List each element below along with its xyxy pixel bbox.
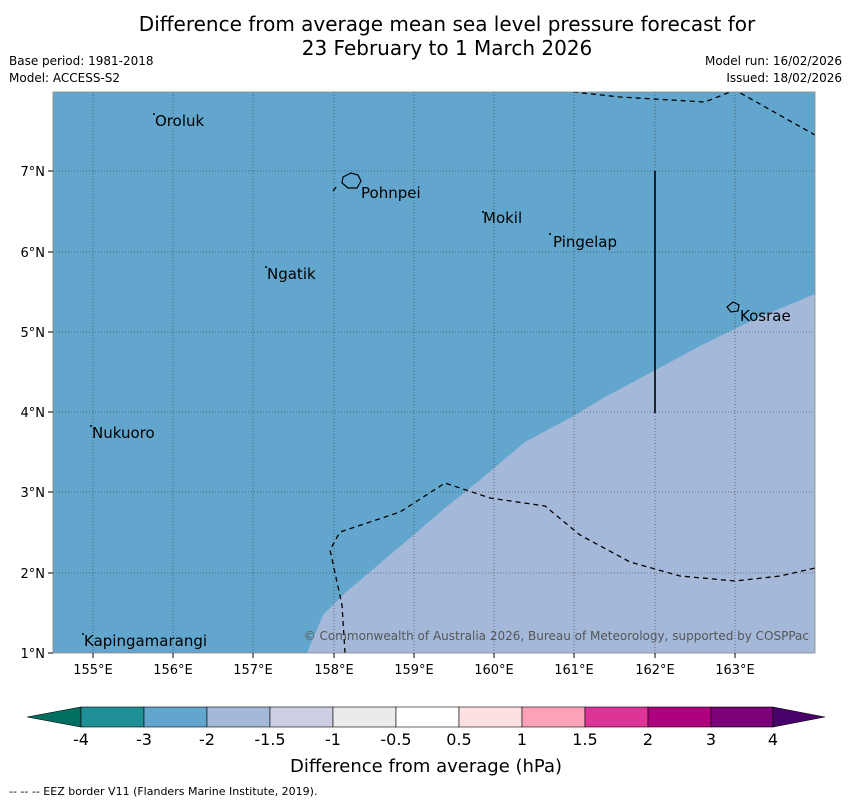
cb-tick-10: 3: [706, 730, 716, 749]
atoll-markers: [82, 113, 551, 635]
lat-tick-7: 7°N: [21, 165, 46, 180]
model-run: Model run: 16/02/2026: [704, 54, 842, 68]
lon-tick-155: 155°E: [73, 663, 113, 678]
copyright-credit: © Commonwealth of Australia 2026, Bureau…: [304, 629, 809, 643]
lon-tick-162: 162°E: [635, 663, 675, 678]
colorbar-segment-4: [269, 706, 334, 728]
anomaly-fill-minus2: [307, 294, 815, 653]
lon-tick-161: 161°E: [554, 663, 594, 678]
colorbar-arrow-high: [772, 706, 826, 728]
lon-tick-159: 159°E: [394, 663, 434, 678]
cb-tick-0: -4: [73, 730, 89, 749]
cb-tick-3: -1.5: [254, 730, 285, 749]
place-pingelap: Pingelap: [553, 233, 617, 251]
lat-tick-5: 5°N: [21, 326, 46, 341]
place-mokil: Mokil: [483, 209, 522, 227]
cb-tick-4: -1: [325, 730, 341, 749]
colorbar: [26, 706, 826, 728]
issued-date: Issued: 18/02/2026: [726, 71, 842, 85]
colorbar-segment-6: [395, 706, 460, 728]
place-pohnpei: Pohnpei: [361, 184, 421, 202]
map-frame: [52, 91, 816, 654]
place-oroluk: Oroluk: [155, 112, 204, 130]
place-kapingamarangi: Kapingamarangi: [84, 632, 207, 650]
lat-tick-marks: [48, 170, 53, 654]
eez-border-north: [572, 92, 815, 136]
place-kosrae: Kosrae: [740, 307, 791, 325]
cb-tick-9: 2: [643, 730, 653, 749]
colorbar-segment-9: [584, 706, 649, 728]
lat-tick-1: 1°N: [21, 647, 46, 662]
colorbar-tick-labels: -4 -3 -2 -1.5 -1 -0.5 0.5 1 1.5 2 3 4: [73, 730, 778, 749]
colorbar-arrow-low: [26, 706, 82, 728]
eez-border-pohnpei: [332, 185, 338, 192]
lon-tick-labels: 155°E 156°E 157°E 158°E 159°E 160°E 161°…: [73, 663, 755, 678]
colorbar-segment-1: [80, 706, 145, 728]
colorbar-segment-10: [647, 706, 712, 728]
place-ngatik: Ngatik: [267, 265, 316, 283]
meta-left: Base period: 1981-2018 Model: ACCESS-S2: [9, 53, 154, 87]
colorbar-segment-2: [143, 706, 208, 728]
lon-tick-163: 163°E: [715, 663, 755, 678]
eez-footer-note: -- -- -- EEZ border V11 (Flanders Marine…: [9, 785, 318, 798]
colorbar-segment-5: [332, 706, 397, 728]
cb-tick-2: -2: [199, 730, 215, 749]
lon-tick-160: 160°E: [474, 663, 514, 678]
base-period: Base period: 1981-2018: [9, 54, 154, 68]
lat-gridlines: [53, 170, 815, 574]
lon-tick-marks: [92, 653, 736, 658]
colorbar-label: Difference from average (hPa): [290, 756, 562, 777]
lon-tick-156: 156°E: [153, 663, 193, 678]
pohnpei-island: [341, 172, 362, 189]
cb-tick-7: 1: [517, 730, 527, 749]
title-line-1: Difference from average mean sea level p…: [138, 12, 756, 36]
eez-borders: [329, 92, 815, 653]
colorbar-segment-11: [710, 706, 774, 728]
lon-tick-157: 157°E: [233, 663, 273, 678]
model-name: Model: ACCESS-S2: [9, 71, 121, 85]
lat-tick-4: 4°N: [21, 406, 46, 421]
title-line-2: 23 February to 1 March 2026: [301, 36, 593, 60]
colorbar-segment-8: [521, 706, 586, 728]
cb-tick-8: 1.5: [572, 730, 597, 749]
lat-tick-2: 2°N: [21, 567, 46, 582]
cb-tick-6: 0.5: [446, 730, 471, 749]
map-area: Oroluk Pohnpei Mokil Pingelap Ngatik Kos…: [53, 92, 815, 653]
colorbar-segment-3: [206, 706, 271, 728]
colorbar-segment-7: [458, 706, 523, 728]
lon-tick-158: 158°E: [314, 663, 354, 678]
cb-tick-1: -3: [136, 730, 152, 749]
lat-tick-6: 6°N: [21, 246, 46, 261]
cb-tick-5: -0.5: [380, 730, 411, 749]
meta-right: Model run: 16/02/2026 Issued: 18/02/2026: [705, 53, 842, 87]
place-nukuoro: Nukuoro: [92, 424, 155, 442]
lat-tick-labels: 1°N 2°N 3°N 4°N 5°N 6°N 7°N: [21, 165, 46, 662]
map-title: Difference from average mean sea level p…: [0, 12, 850, 60]
cb-tick-11: 4: [768, 730, 778, 749]
lat-tick-3: 3°N: [21, 486, 46, 501]
eez-border-south: [329, 482, 815, 653]
kosrae-island: [726, 301, 740, 313]
